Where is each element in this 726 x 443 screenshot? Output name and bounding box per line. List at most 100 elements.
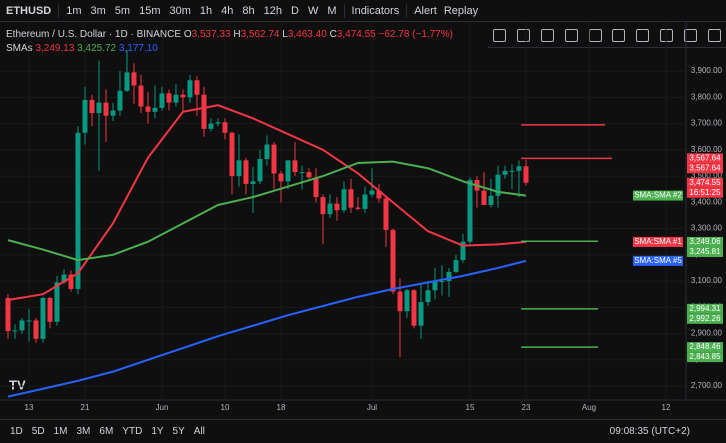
x-tick-label: 10 [221,403,230,412]
price-label-bg [687,153,723,164]
tool-icon[interactable] [517,28,531,42]
tool-icon[interactable] [540,28,554,42]
range[interactable]: All [193,426,205,437]
candle-body [467,180,473,242]
interval[interactable]: 15m [139,4,161,17]
separator [343,3,345,18]
symbol[interactable]: ETHUSD [6,4,52,17]
candle-body [460,241,466,261]
tool-icon[interactable] [707,28,721,42]
top-toolbar: ETHUSD 1m 3m 5m 15m 30m 1h 4h 8h 12h D W M Indicato… [0,0,726,22]
candle-body [33,320,39,339]
interval[interactable]: 8h [242,4,255,17]
candle-body [138,85,144,107]
candle-body [236,160,242,177]
ohlc-key: C [329,29,337,40]
price-label: 3,474.55 [689,178,721,187]
candle-body [68,274,74,289]
price-label: 3,567.64 [689,163,721,172]
candle-body [187,80,193,98]
indicators-button[interactable]: Indicators [351,4,400,17]
tool-icon[interactable] [493,28,507,42]
interval[interactable]: 1m [66,4,82,17]
candle-body [334,203,340,211]
candle-body [376,190,382,199]
candle-body [453,260,459,272]
range[interactable]: 5Y [172,426,185,437]
interval[interactable]: W [307,4,319,17]
y-tick-label: 3,800.00 [691,92,723,101]
legend-smas: SMAs 3,249.13 3,425.72 3,177.10 [6,42,453,56]
candle-body [404,290,410,312]
range[interactable]: 3M [76,426,91,437]
candle-body [285,160,291,182]
ohlc-value: 3,537.33 [191,29,231,40]
interval[interactable]: 4h [221,4,234,17]
chart: TV 3,900.00 3,800.00 3,700.00 3,600.00 3,500… [0,22,726,412]
candle-body [89,99,95,114]
interval[interactable]: 3m [90,4,106,17]
interval[interactable]: 30m [169,4,191,17]
candle-body [439,281,445,283]
candle-body [19,320,25,331]
candle-body [341,189,347,211]
tool-icon[interactable] [683,28,697,42]
ranges: 1D 5D 1M 3M 6M YTD 1Y 5Y All [10,426,205,437]
candle-body [320,197,326,215]
range[interactable]: 1Y [151,426,164,437]
y-tick-label: 3,600.00 [691,145,723,154]
sma-value: 3,177.10 [118,43,158,54]
candle-body [390,229,396,292]
interval[interactable]: 1h [199,4,213,17]
candle-body [397,291,403,312]
range[interactable]: 1D [10,426,23,437]
candle-body [306,172,312,178]
sma-line [7,160,527,262]
tool-icon[interactable] [564,28,578,42]
price-label-bg [687,313,723,324]
candle-body [516,166,522,171]
candle-body [481,190,487,205]
range[interactable]: 5D [31,426,45,437]
candle-body [61,274,67,283]
sma-tag-bg [633,255,683,266]
price-label: 2,994.31 [689,304,721,313]
price-label-bg [687,352,723,363]
x-tick-label: 12 [662,403,671,412]
candle-body [327,203,333,215]
range[interactable]: YTD [122,426,143,437]
range[interactable]: 6M [99,426,114,437]
candle-body [222,122,228,133]
candle-body [96,102,102,114]
candle-body [509,170,515,172]
y-tick-label: 3,400.00 [691,197,723,206]
y-tick-label: 3,100.00 [691,276,723,285]
interval[interactable]: D [291,4,299,17]
tool-icon[interactable] [636,28,650,42]
bottom-toolbar: 1D 5D 1M 3M 6M YTD 1Y 5Y All 09:08:35 (UTC+2) [0,419,726,443]
candle-body [82,99,88,133]
range[interactable]: 1M [53,426,68,437]
ohlc-value: 3,474.55 [336,29,376,40]
candle-body [278,173,284,182]
alert-button[interactable]: Alert [414,4,437,17]
y-tick-label: 2,900.00 [691,329,723,338]
clock: 09:08:35 (UTC+2) [609,426,690,437]
candle-body [145,106,151,112]
candle-body [292,160,298,173]
tool-icon[interactable] [612,28,626,42]
candle-body [271,144,277,174]
sma-tag-bg [633,190,683,201]
price-label: 2,843.85 [689,352,721,361]
legend: Ethereum / U.S. Dollar · 1D · BINANCE O3… [6,28,453,56]
x-tick-label: Jun [156,403,169,412]
price-label-bg [687,187,723,198]
ohlc-key: H [233,29,241,40]
x-tick-label: 23 [522,403,531,412]
interval[interactable]: 12h [263,4,282,17]
interval[interactable]: 5m [114,4,131,17]
interval[interactable]: M [327,4,337,17]
price-label: 3,245.81 [689,247,721,256]
ohlc: O3,537.33 H3,562.74 L3,463.40 C3,474.55 [184,29,379,40]
replay-button[interactable]: Replay [443,4,479,17]
